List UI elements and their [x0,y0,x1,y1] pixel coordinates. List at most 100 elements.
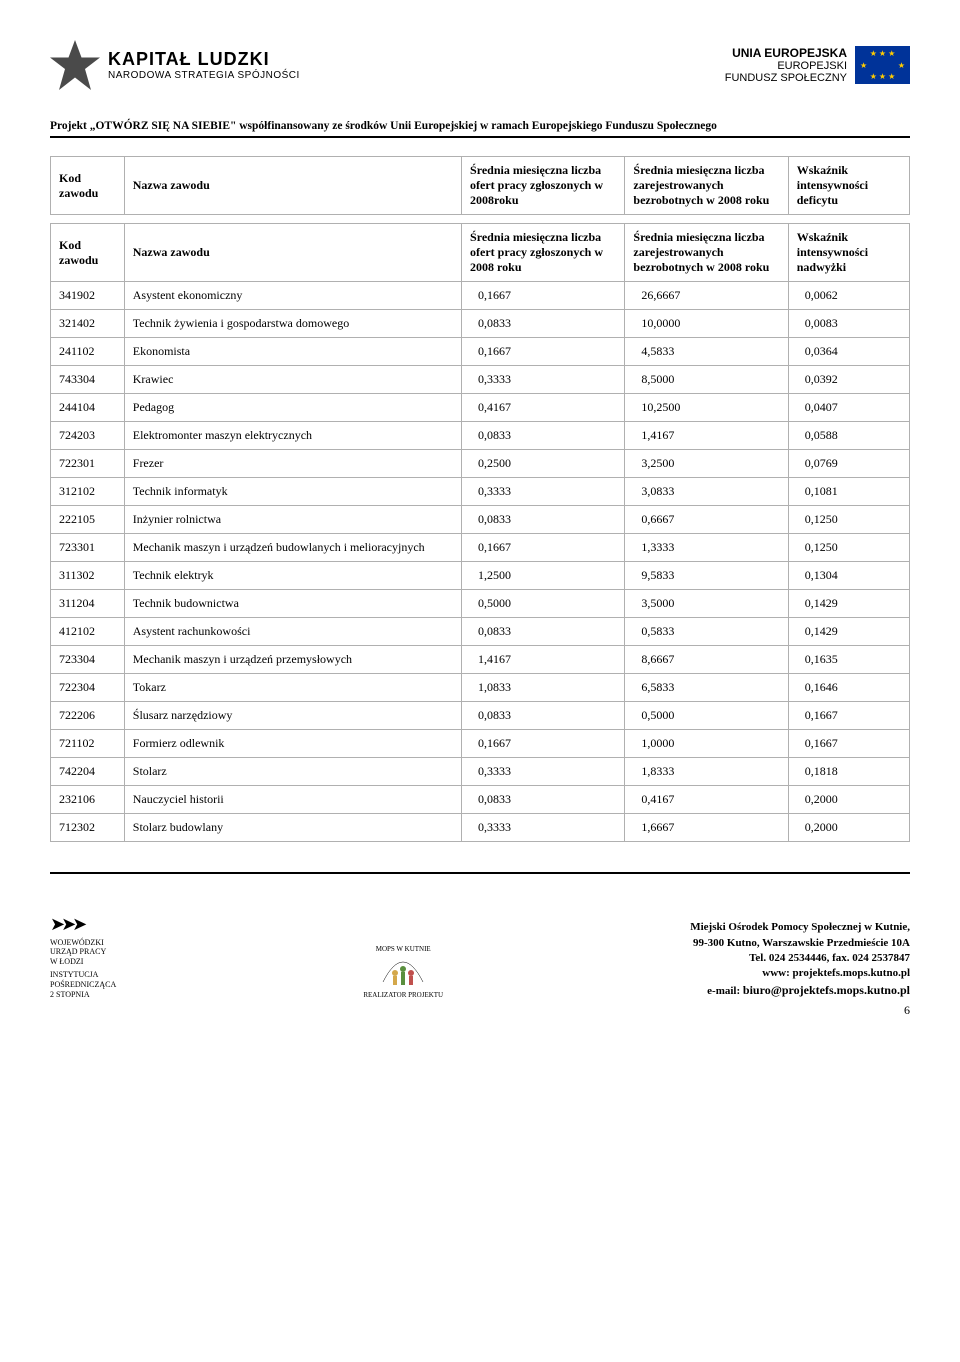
table-cell: Formierz odlewnik [124,730,461,758]
footer-address: Miejski Ośrodek Pomocy Społecznej w Kutn… [690,920,910,999]
table-row: 311204Technik budownictwa0,50003,50000,1… [51,590,910,618]
table-cell: 3,5000 [625,590,788,618]
table-cell: 0,0833 [462,702,625,730]
table-cell: 321402 [51,310,125,338]
table-cell: 723301 [51,534,125,562]
table-cell: 0,3333 [462,478,625,506]
table-cell: 4,5833 [625,338,788,366]
table-cell: 1,0833 [462,674,625,702]
wup-line1: WOJEWÓDZKI [50,938,116,948]
table-cell: 0,0062 [788,282,909,310]
mops-text: MOPS W KUTNIE [373,945,433,953]
table-cell: 0,4167 [462,394,625,422]
table-cell: Asystent ekonomiczny [124,282,461,310]
table-cell: Technik budownictwa [124,590,461,618]
header-table-1: Kod zawodu Nazwa zawodu Średnia miesięcz… [50,156,910,215]
table-cell: 1,2500 [462,562,625,590]
table-cell: 0,0833 [462,786,625,814]
eu-flag-icon: ★★ [855,46,910,84]
table-cell: Mechanik maszyn i urządzeń budowlanych i… [124,534,461,562]
table-row: 311302Technik elektryk1,25009,58330,1304 [51,562,910,590]
table-cell: Inżynier rolnictwa [124,506,461,534]
table-cell: 1,8333 [625,758,788,786]
logo-left-title: KAPITAŁ LUDZKI [108,49,300,70]
table-row: 723301Mechanik maszyn i urządzeń budowla… [51,534,910,562]
table-row: 722304Tokarz1,08336,58330,1646 [51,674,910,702]
table-cell: 341902 [51,282,125,310]
footer-wup: ➤➤➤ WOJEWÓDZKI URZĄD PRACY W ŁODZI INSTY… [50,914,116,999]
table-cell: Asystent rachunkowości [124,618,461,646]
project-title: Projekt „OTWÓRZ SIĘ NA SIEBIE" współfina… [50,120,910,132]
addr-email-label: e-mail: [707,985,743,997]
table-row: 312102Technik informatyk0,33333,08330,10… [51,478,910,506]
table-cell: 0,0588 [788,422,909,450]
table-cell: 10,0000 [625,310,788,338]
star-icon [50,40,100,90]
th-wsk-1: Wskaźnik intensywności deficytu [788,157,909,215]
addr-line3: Tel. 024 2534446, fax. 024 2537847 [690,951,910,966]
realizator-label: REALIZATOR PROJEKTU [363,991,443,999]
table-cell: 0,0833 [462,422,625,450]
table-cell: 0,1667 [788,702,909,730]
table-row: 712302Stolarz budowlany0,33331,66670,200… [51,814,910,842]
table-cell: 311302 [51,562,125,590]
table-row: 723304Mechanik maszyn i urządzeń przemys… [51,646,910,674]
wup-line3: W ŁODZI [50,957,116,967]
horizontal-rule-footer [50,872,910,874]
table-cell: 0,3333 [462,366,625,394]
table-cell: Tokarz [124,674,461,702]
th-kod-1: Kod zawodu [51,157,125,215]
table-row: 722206Ślusarz narzędziowy0,08330,50000,1… [51,702,910,730]
wup-line6: 2 STOPNIA [50,990,116,1000]
table-cell: 0,6667 [625,506,788,534]
table-cell: 10,2500 [625,394,788,422]
eu-line3: FUNDUSZ SPOŁECZNY [725,72,847,84]
table-cell: 0,1646 [788,674,909,702]
table-row: 341902Asystent ekonomiczny0,166726,66670… [51,282,910,310]
footer-center: MOPS W KUTNIE REALIZATOR PROJEKTU [363,947,443,999]
data-table: Kod zawodu Nazwa zawodu Średnia miesięcz… [50,223,910,842]
table-cell: 1,4167 [462,646,625,674]
table-cell: Ślusarz narzędziowy [124,702,461,730]
table-cell: 244104 [51,394,125,422]
table-cell: 0,1429 [788,618,909,646]
wup-line2: URZĄD PRACY [50,947,116,957]
table-row: 412102Asystent rachunkowości0,08330,5833… [51,618,910,646]
table-cell: Pedagog [124,394,461,422]
addr-line4: www: projektefs.mops.kutno.pl [690,966,910,981]
table-row: 232106Nauczyciel historii0,08330,41670,2… [51,786,910,814]
table-cell: 0,1667 [788,730,909,758]
table-cell: 0,1635 [788,646,909,674]
mops-logo-icon: MOPS W KUTNIE [373,947,433,989]
table-cell: 1,6667 [625,814,788,842]
table-cell: 0,2000 [788,814,909,842]
table-cell: 712302 [51,814,125,842]
addr-line1: Miejski Ośrodek Pomocy Społecznej w Kutn… [690,920,910,935]
table-cell: 0,1250 [788,534,909,562]
table-cell: Nauczyciel historii [124,786,461,814]
th-kod-2: Kod zawodu [51,224,125,282]
table-cell: 0,1081 [788,478,909,506]
table-cell: 722304 [51,674,125,702]
th-bezrob-2: Średnia miesięczna liczba zarejestrowany… [625,224,788,282]
th-ofert-2: Średnia miesięczna liczba ofert pracy zg… [462,224,625,282]
wup-line5: POŚREDNICZĄCA [50,980,116,990]
arrows-icon: ➤➤➤ [50,914,83,936]
table-cell: 0,5833 [625,618,788,646]
table-cell: 0,0407 [788,394,909,422]
table-cell: 0,0769 [788,450,909,478]
table-row: 222105Inżynier rolnictwa0,08330,66670,12… [51,506,910,534]
table-cell: 412102 [51,618,125,646]
table-cell: 1,4167 [625,422,788,450]
logo-left-sub: NARODOWA STRATEGIA SPÓJNOŚCI [108,70,300,81]
table-cell: 0,5000 [462,590,625,618]
table-cell: Krawiec [124,366,461,394]
th-bezrob-1: Średnia miesięczna liczba zarejestrowany… [625,157,788,215]
table-cell: 1,0000 [625,730,788,758]
table-cell: 8,5000 [625,366,788,394]
table-cell: 3,0833 [625,478,788,506]
table-cell: 0,0833 [462,618,625,646]
table-row: 244104Pedagog0,416710,25000,0407 [51,394,910,422]
table-cell: 0,1818 [788,758,909,786]
table-cell: 0,1429 [788,590,909,618]
